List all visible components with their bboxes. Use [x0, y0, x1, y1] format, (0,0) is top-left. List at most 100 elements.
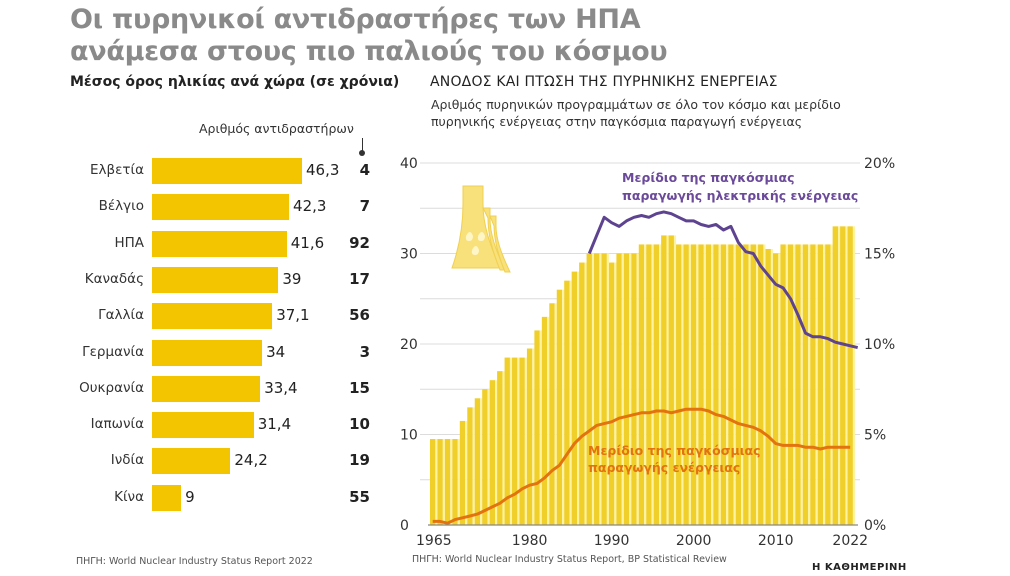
program-bar-gap [577, 271, 580, 525]
program-bar-gap [547, 316, 550, 525]
reactor-count-label: 7 [359, 197, 370, 216]
program-bar-gap [644, 244, 647, 525]
program-bar [795, 244, 801, 525]
program-bar-gap [726, 244, 729, 525]
program-bar-gap [472, 407, 475, 525]
x-tick-label: 1965 [416, 533, 452, 549]
reactor-count-label: 55 [349, 487, 370, 506]
y2-tick-label: 5% [864, 428, 886, 444]
nuclear-plant-icon [451, 185, 511, 273]
program-bar [832, 226, 838, 525]
program-count-bars [430, 226, 855, 525]
bar-row: ΗΠΑ 41,6 92 [0, 230, 400, 257]
program-bar-gap [793, 244, 796, 525]
program-bar [579, 262, 585, 525]
program-bar [526, 348, 533, 525]
program-bar [661, 235, 667, 525]
program-bar-gap [591, 253, 595, 525]
reactor-count-header: Αριθμός αντιδραστήρων [199, 121, 354, 136]
program-bar-gap [532, 348, 535, 525]
country-label: Γαλλία [98, 307, 144, 324]
x-tick-label: 1980 [512, 533, 548, 549]
program-bar-gap [703, 244, 706, 525]
y2-tick-label: 10% [864, 337, 895, 353]
program-bar [616, 253, 622, 525]
count-pointer-dot [359, 150, 365, 156]
age-bar [152, 194, 290, 221]
program-bar-gap [763, 244, 766, 525]
reactor-count-label: 17 [349, 269, 370, 288]
x-tick-label: 2010 [758, 533, 794, 549]
program-bar-gap [517, 357, 520, 525]
share-lines [432, 210, 859, 525]
program-bar [758, 244, 764, 525]
reactor-count-label: 19 [349, 451, 370, 470]
y-tick-label: 20 [400, 337, 418, 353]
program-bar [452, 439, 458, 525]
program-bar-gap [621, 253, 624, 525]
program-bar-gap [733, 244, 736, 525]
program-bar [623, 253, 630, 525]
program-bar-gap [666, 235, 669, 525]
program-bar [802, 244, 809, 525]
title-line-1: Οι πυρηνικοί αντιδραστήρες των ΗΠΑ [70, 4, 641, 35]
program-bar [437, 439, 443, 525]
y2-tick-label: 15% [864, 247, 895, 263]
bar-row: Καναδάς 39 17 [0, 266, 400, 293]
program-bar-gap [785, 244, 788, 525]
right-chart-subtitle: Αριθμός πυρηνικών προγραμμάτων σε όλο το… [431, 96, 901, 130]
program-bar-gap [778, 253, 781, 525]
count-pointer-line [362, 138, 363, 152]
y2-tick-label: 0% [864, 518, 886, 534]
program-bar [474, 398, 481, 525]
country-label: Κίνα [114, 488, 144, 505]
program-bar [459, 420, 466, 525]
program-bar [683, 244, 689, 525]
program-bar-gap [614, 262, 617, 525]
y-tick-label: 30 [400, 247, 418, 263]
bar-row: Ιαπωνία 31,4 10 [0, 412, 400, 439]
program-bar-gap [495, 380, 498, 525]
program-bar-gap [711, 244, 714, 525]
program-bar [519, 357, 525, 525]
age-bar [152, 448, 231, 475]
age-value-label: 9 [185, 487, 195, 506]
bar-row: Ελβετία 46,3 4 [0, 158, 400, 184]
program-bar [705, 244, 712, 525]
age-value-label: 24,2 [234, 451, 268, 470]
program-bar [631, 253, 637, 525]
program-bar-gap [569, 280, 572, 525]
program-bar-gap [651, 244, 654, 525]
program-bar [743, 244, 749, 525]
bar-row: Ινδία 24,2 19 [0, 448, 400, 475]
age-bar [152, 158, 302, 184]
right-chart-title: ΑΝΟΔΟΣ ΚΑΙ ΠΤΩΣΗ ΤΗΣ ΠΥΡΗΝΙΚΗΣ ΕΝΕΡΓΕΙΑΣ [430, 74, 778, 90]
program-bar [750, 244, 756, 525]
reactor-count-label: 3 [359, 342, 370, 361]
program-bar-gap [435, 439, 438, 525]
reactor-count-label: 15 [349, 378, 370, 397]
age-bar [152, 484, 182, 511]
chart-axes: 0 10 20 30 40 0% 5% 10% 15% 20% 1965 1980 1990 2000 20… [400, 156, 895, 549]
program-bar [512, 357, 518, 525]
reactor-count-label: 56 [349, 306, 370, 325]
main-title: Οι πυρηνικοί αντιδραστήρες των ΗΠΑ ανάμε… [70, 4, 668, 68]
program-bar [556, 289, 563, 525]
country-label: Βέλγιο [98, 198, 144, 215]
program-bar-gap [845, 226, 848, 525]
program-bar [676, 244, 682, 525]
age-bar [152, 303, 273, 330]
program-bar-gap [457, 439, 460, 525]
program-bar-gap [755, 244, 759, 525]
program-bar [430, 439, 436, 525]
program-bar [586, 253, 592, 525]
program-bar-gap [808, 244, 811, 525]
age-value-label: 39 [282, 269, 302, 288]
program-bar-gap [539, 330, 542, 525]
program-bar [713, 244, 719, 525]
program-bar [571, 271, 578, 525]
age-value-label: 42,3 [293, 197, 327, 216]
age-bar [152, 339, 263, 366]
age-value-label: 34 [266, 342, 286, 361]
